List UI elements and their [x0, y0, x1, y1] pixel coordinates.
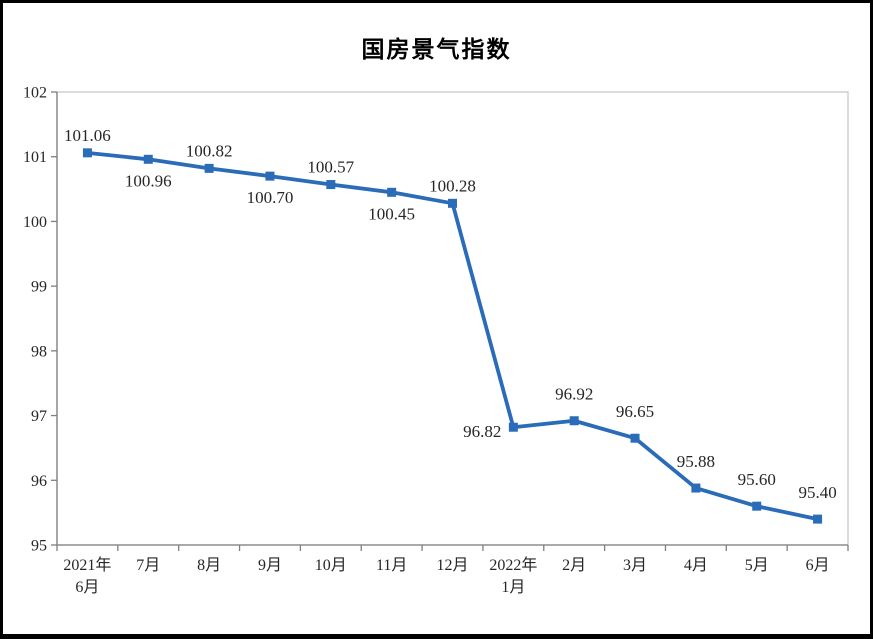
svg-text:6月: 6月 — [75, 579, 99, 596]
svg-text:7月: 7月 — [136, 557, 160, 574]
svg-text:96.82: 96.82 — [463, 422, 501, 441]
svg-text:102: 102 — [23, 85, 47, 102]
svg-text:100.45: 100.45 — [368, 204, 415, 223]
svg-text:100.57: 100.57 — [307, 158, 354, 177]
svg-text:95.88: 95.88 — [677, 452, 715, 471]
svg-text:98: 98 — [31, 343, 47, 360]
svg-text:11月: 11月 — [376, 557, 407, 574]
svg-text:9月: 9月 — [258, 557, 282, 574]
chart-title: 国房景气指数 — [361, 36, 512, 62]
svg-text:6月: 6月 — [806, 557, 830, 574]
svg-text:2022年: 2022年 — [489, 556, 537, 574]
svg-text:96.65: 96.65 — [616, 402, 654, 421]
svg-text:97: 97 — [31, 408, 47, 425]
svg-text:100: 100 — [23, 214, 47, 231]
svg-text:10月: 10月 — [315, 557, 347, 574]
svg-text:12月: 12月 — [436, 557, 468, 574]
svg-text:100.70: 100.70 — [247, 188, 294, 207]
svg-text:96: 96 — [31, 473, 47, 490]
svg-text:100.82: 100.82 — [186, 141, 233, 160]
svg-text:95.40: 95.40 — [798, 483, 836, 502]
svg-text:5月: 5月 — [745, 557, 769, 574]
svg-text:3月: 3月 — [623, 557, 647, 574]
svg-text:99: 99 — [31, 279, 47, 296]
svg-text:95.60: 95.60 — [738, 470, 776, 489]
svg-text:100.28: 100.28 — [429, 176, 476, 195]
svg-text:2021年: 2021年 — [63, 556, 111, 574]
svg-text:101: 101 — [23, 149, 47, 166]
svg-text:4月: 4月 — [684, 557, 708, 574]
svg-text:101.06: 101.06 — [64, 126, 111, 145]
svg-text:95: 95 — [31, 538, 47, 555]
svg-text:2月: 2月 — [562, 557, 586, 574]
svg-text:96.92: 96.92 — [555, 385, 593, 404]
svg-text:1月: 1月 — [501, 579, 525, 596]
svg-text:100.96: 100.96 — [125, 171, 172, 190]
chart-canvas: 95 96 97 98 99 100 101 102 2021年 6月 7月 8月 9月 10月 11月 12… — [23, 85, 849, 596]
svg-text:8月: 8月 — [197, 557, 221, 574]
